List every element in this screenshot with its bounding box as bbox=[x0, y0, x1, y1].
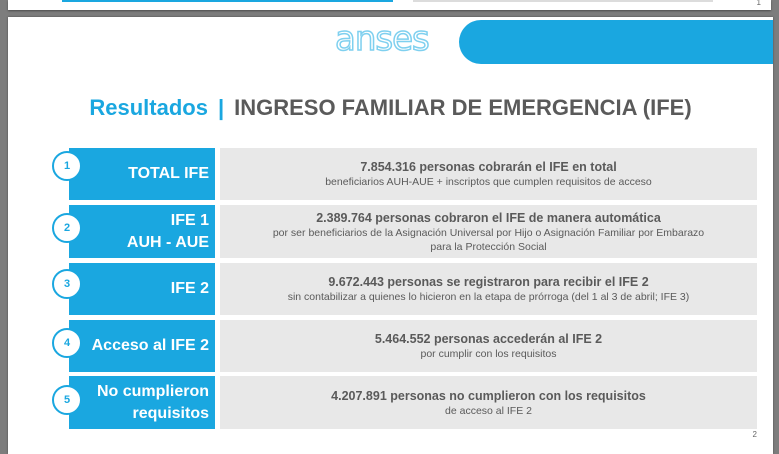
row-label-line: IFE 2 bbox=[170, 280, 209, 297]
result-row-5: 5 No cumplieron requisitos 4.207.891 per… bbox=[52, 376, 757, 429]
row-main-text: 5.464.552 personas accederán al IFE 2 bbox=[374, 332, 603, 346]
row-sub-text: sin contabilizar a quienes lo hicieron e… bbox=[287, 291, 690, 303]
row-main-text: 2.389.764 personas cobraron el IFE de ma… bbox=[316, 210, 661, 225]
row-sub-text: de acceso al IFE 2 bbox=[445, 404, 532, 417]
row-sub-text: por cumplir con los requisitos bbox=[420, 348, 557, 360]
row-main-text: 9.672.443 personas se registraron para r… bbox=[328, 275, 649, 289]
row-label: TOTAL IFE bbox=[69, 148, 215, 200]
row-main-text: 7.854.316 personas cobrarán el IFE en to… bbox=[360, 160, 617, 174]
anses-logo: anses bbox=[334, 18, 430, 60]
row-label-line: Acceso al IFE 2 bbox=[91, 337, 209, 354]
row-label-line: No cumplieron bbox=[96, 382, 209, 400]
result-row-1: 1 TOTAL IFE 7.854.316 personas cobrarán … bbox=[52, 148, 757, 200]
slide-title: Resultados | INGRESO FAMILIAR DE EMERGENCI… bbox=[8, 95, 773, 121]
row-label: No cumplieron requisitos bbox=[69, 376, 215, 429]
previous-slide-page-number: 1 bbox=[756, 0, 761, 7]
previous-slide[interactable]: 1 bbox=[8, 0, 771, 10]
row-number-badge: 3 bbox=[52, 269, 82, 299]
result-row-3: 3 IFE 2 9.672.443 personas se registraro… bbox=[52, 263, 757, 315]
result-row-4: 4 Acceso al IFE 2 5.464.552 personas acc… bbox=[52, 320, 757, 372]
row-label-line: IFE 1 bbox=[170, 211, 209, 229]
row-number-badge: 4 bbox=[52, 328, 82, 358]
header-blue-tab bbox=[459, 20, 773, 64]
result-row-2: 2 IFE 1 AUH - AUE 2.389.764 personas cob… bbox=[52, 205, 757, 258]
row-sub-text: beneficiarios AUH-AUE + inscriptos que c… bbox=[325, 176, 652, 188]
row-content: 9.672.443 personas se registraron para r… bbox=[220, 263, 757, 315]
row-number-badge: 1 bbox=[52, 151, 82, 181]
row-main-text: 4.207.891 personas no cumplieron con los… bbox=[331, 388, 646, 403]
row-label: IFE 1 AUH - AUE bbox=[69, 205, 215, 258]
row-label-line: TOTAL IFE bbox=[128, 165, 209, 182]
previous-slide-bar-secondary bbox=[413, 0, 713, 2]
title-text: INGRESO FAMILIAR DE EMERGENCIA (IFE) bbox=[234, 95, 692, 120]
title-separator: | bbox=[217, 95, 225, 120]
row-content: 5.464.552 personas accederán al IFE 2 po… bbox=[220, 320, 757, 372]
row-number-badge: 2 bbox=[52, 213, 82, 243]
row-content: 4.207.891 personas no cumplieron con los… bbox=[220, 376, 757, 429]
row-number-badge: 5 bbox=[52, 385, 82, 415]
row-label-line: requisitos bbox=[132, 404, 209, 422]
slide[interactable]: anses Resultados | INGRESO FAMILIAR DE EME… bbox=[8, 17, 773, 454]
row-label-line: AUH - AUE bbox=[126, 233, 209, 251]
row-content: 2.389.764 personas cobraron el IFE de ma… bbox=[220, 205, 757, 258]
title-prefix: Resultados bbox=[89, 95, 208, 120]
row-label: Acceso al IFE 2 bbox=[69, 320, 215, 372]
slide-page-number: 2 bbox=[752, 430, 757, 439]
row-content: 7.854.316 personas cobrarán el IFE en to… bbox=[220, 148, 757, 200]
row-sub-text: para la Protección Social bbox=[430, 240, 547, 253]
row-sub-text: por ser beneficiarios de la Asignación U… bbox=[272, 226, 705, 239]
row-label: IFE 2 bbox=[69, 263, 215, 315]
previous-slide-bar bbox=[62, 0, 393, 2]
